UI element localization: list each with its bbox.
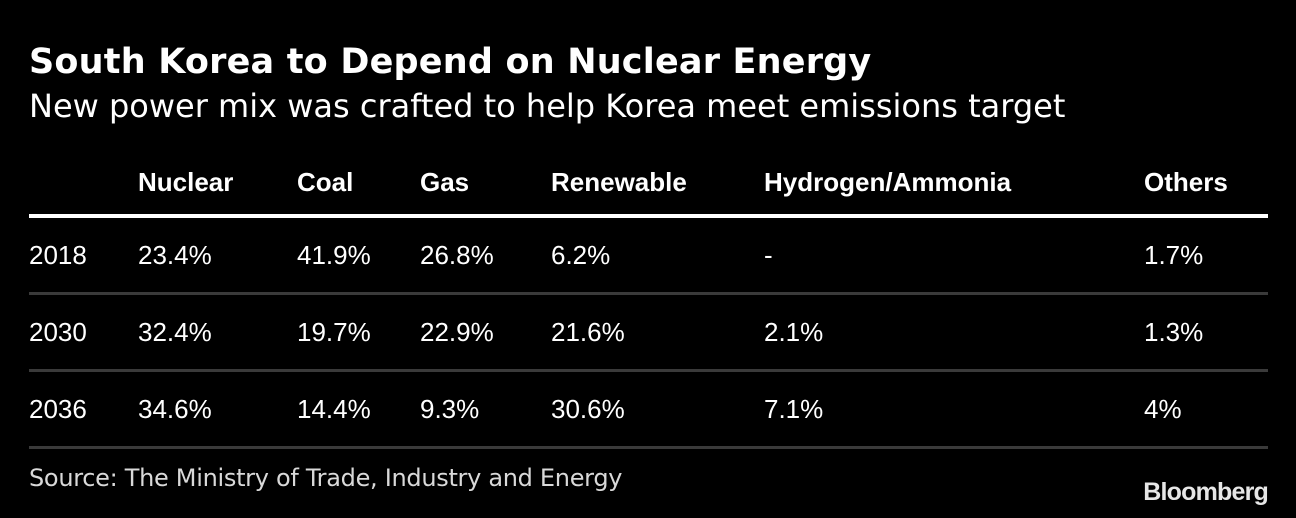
hydrogen-ammonia-cell: 2.1% [764,316,824,347]
gas-cell: 26.8% [420,239,494,270]
chart-subtitle: New power mix was crafted to help Korea … [29,87,1066,125]
year-cell: 2036 [29,393,87,424]
table-row: 2030 32.4% 19.7% 22.9% 21.6% 2.1% 1.3% [29,295,1268,369]
column-header-gas: Gas [420,166,470,197]
table-row: 2036 34.6% 14.4% 9.3% 30.6% 7.1% 4% [29,372,1268,446]
column-header-coal: Coal [297,166,354,197]
renewable-cell: 6.2% [551,239,611,270]
gas-cell: 22.9% [420,316,494,347]
year-cell: 2018 [29,239,87,270]
source-note: Source: The Ministry of Trade, Industry … [29,464,623,492]
hydrogen-ammonia-cell: - [764,239,773,270]
hydrogen-ammonia-cell: 7.1% [764,393,824,424]
bloomberg-logo: Bloomberg [1143,478,1269,506]
table-header-row: Nuclear Coal Gas Renewable Hydrogen/Ammo… [29,150,1268,214]
row-divider [29,446,1268,449]
header-divider [29,214,1268,218]
table-row: 2018 23.4% 41.9% 26.8% 6.2% - 1.7% [29,218,1268,292]
column-header-others: Others [1144,166,1228,197]
chart-title: South Korea to Depend on Nuclear Energy [29,42,872,82]
year-cell: 2030 [29,316,87,347]
coal-cell: 41.9% [297,239,371,270]
nuclear-cell: 34.6% [138,393,212,424]
coal-cell: 14.4% [297,393,371,424]
others-cell: 1.7% [1144,239,1204,270]
column-header-nuclear: Nuclear [138,166,234,197]
gas-cell: 9.3% [420,393,480,424]
column-header-hydrogen-ammonia: Hydrogen/Ammonia [764,166,1012,197]
nuclear-cell: 32.4% [138,316,212,347]
column-header-renewable: Renewable [551,166,687,197]
others-cell: 4% [1144,393,1182,424]
power-mix-table: Nuclear Coal Gas Renewable Hydrogen/Ammo… [29,150,1268,449]
row-divider [29,292,1268,295]
renewable-cell: 21.6% [551,316,625,347]
row-divider [29,369,1268,372]
coal-cell: 19.7% [297,316,371,347]
nuclear-cell: 23.4% [138,239,212,270]
renewable-cell: 30.6% [551,393,625,424]
others-cell: 1.3% [1144,316,1204,347]
